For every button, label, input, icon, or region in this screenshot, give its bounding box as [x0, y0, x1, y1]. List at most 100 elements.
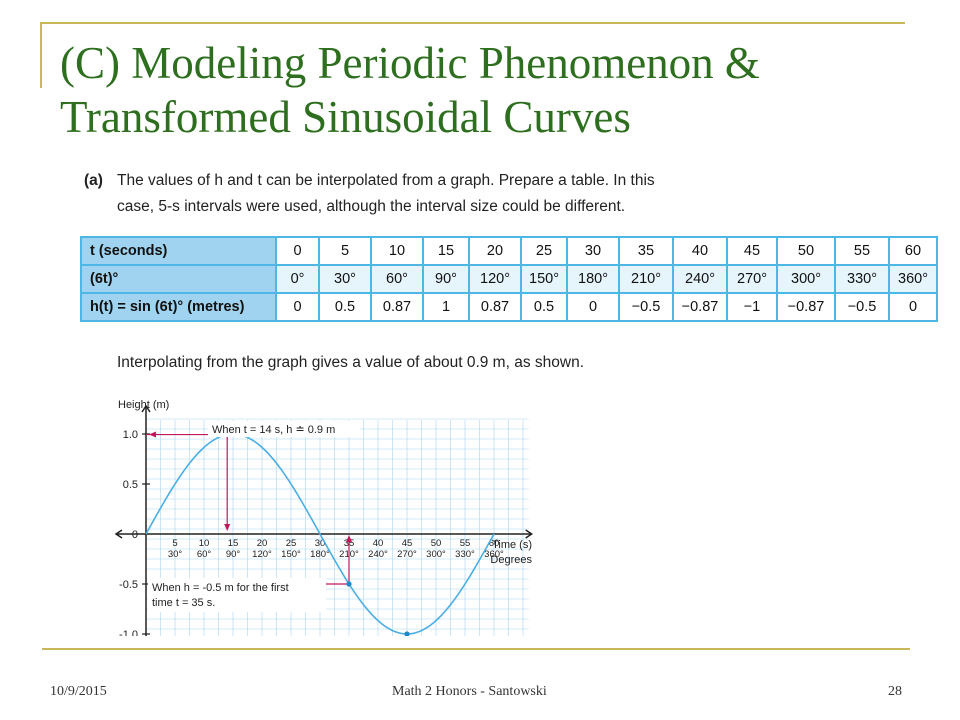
footer-course: Math 2 Honors - Santowski [392, 684, 547, 699]
interpolation-text: Interpolating from the graph gives a val… [117, 354, 584, 371]
marker-arrow-left [149, 431, 156, 438]
x-degree-tick-label: 120° [252, 549, 272, 560]
table-cell: 60 [888, 236, 938, 266]
x-time-tick-label: 25 [286, 538, 297, 549]
x-axis-arrow [525, 529, 534, 539]
part-a-line2: case, 5-s intervals were used, although … [117, 198, 626, 215]
table-row-header: h(t) = sin (6t)° (metres) [80, 292, 277, 322]
table-cell: 5 [318, 236, 372, 266]
y-tick-label: -1.0 [119, 629, 138, 636]
footer-date: 10/9/2015 [50, 684, 107, 699]
part-a-line1: The values of h and t can be interpolate… [117, 172, 655, 189]
marker-arrow-down [224, 524, 231, 531]
x-degree-tick-label: 90° [226, 549, 241, 560]
x-degree-tick-label: 150° [281, 549, 301, 560]
x-time-tick-label: 40 [373, 538, 384, 549]
x-time-tick-label: 5 [172, 538, 177, 549]
table-cell: 90° [422, 264, 470, 294]
title-frame-left [40, 22, 42, 88]
table-cell: 0.5 [520, 292, 568, 322]
x-time-tick-label: 45 [402, 538, 413, 549]
table-row: h(t) = sin (6t)° (metres) 0 0.5 0.87 1 0.87 0.… [80, 292, 938, 322]
table-row: (6t)° 0° 30° 60° 90° 120° 150° 180° 210° 240° 270°… [80, 264, 938, 294]
table-cell: 40 [672, 236, 728, 266]
y-tick-label: 0 [132, 529, 138, 541]
table-cell: −1 [726, 292, 778, 322]
table-cell: 60° [370, 264, 424, 294]
table-row: t (seconds) 0 5 10 15 20 25 30 35 40 45 50 55 60 [80, 236, 938, 266]
x-axis-time-label: Time (s) [492, 539, 532, 551]
table-cell: 300° [776, 264, 836, 294]
values-table: t (seconds) 0 5 10 15 20 25 30 35 40 45 50 55 60 (6t)°… [80, 236, 938, 322]
table-cell: −0.5 [834, 292, 890, 322]
y-axis-arrow [141, 404, 151, 413]
x-degree-tick-label: 360° [484, 549, 504, 560]
table-cell: 180° [566, 264, 620, 294]
point-t45 [404, 631, 410, 636]
y-axis-label: Height (m) [118, 399, 169, 411]
table-cell: 10 [370, 236, 424, 266]
x-degree-tick-label: 240° [368, 549, 388, 560]
point-t35 [346, 581, 352, 587]
table-cell: 0 [888, 292, 938, 322]
x-degree-tick-label: 180° [310, 549, 330, 560]
table-cell: 50 [776, 236, 836, 266]
table-cell: 360° [888, 264, 938, 294]
x-time-tick-label: 30 [315, 538, 326, 549]
x-degree-tick-label: 300° [426, 549, 446, 560]
table-row-header: t (seconds) [80, 236, 277, 266]
table-cell: 240° [672, 264, 728, 294]
footer-page-number: 28 [888, 684, 902, 699]
table-cell: −0.87 [776, 292, 836, 322]
x-axis-degrees-label: Degrees [490, 554, 532, 566]
table-cell: 0.5 [318, 292, 372, 322]
table-cell: −0.87 [672, 292, 728, 322]
table-cell: −0.5 [618, 292, 674, 322]
table-cell: 30 [566, 236, 620, 266]
table-cell: 1 [422, 292, 470, 322]
table-cell: 120° [468, 264, 522, 294]
x-degree-tick-label: 330° [455, 549, 475, 560]
y-tick-label: -0.5 [119, 579, 138, 591]
x-degree-tick-label: 270° [397, 549, 417, 560]
x-degree-tick-label: 30° [168, 549, 183, 560]
table-cell: 55 [834, 236, 890, 266]
x-time-tick-label: 10 [199, 538, 210, 549]
x-time-tick-label: 20 [257, 538, 268, 549]
slide-title: (C) Modeling Periodic Phenomenon & Trans… [60, 38, 760, 142]
x-time-tick-label: 55 [460, 538, 471, 549]
sine-curve [145, 433, 495, 635]
table-cell: 20 [468, 236, 522, 266]
annotation-35s-line2: time t = 35 s. [152, 597, 215, 609]
x-axis-arrow-left [114, 529, 123, 539]
table-cell: 0 [275, 292, 320, 322]
marker-arrow-up [346, 535, 352, 542]
x-time-tick-label: 60 [489, 538, 500, 549]
table-cell: 0 [566, 292, 620, 322]
annotation1-bg [208, 421, 360, 437]
y-tick-label: 0.5 [123, 479, 138, 491]
graph-axes [114, 404, 534, 636]
table-cell: 270° [726, 264, 778, 294]
table-cell: 0° [275, 264, 320, 294]
table-cell: 0.87 [370, 292, 424, 322]
y-tick-label: 1.0 [123, 429, 138, 441]
x-degree-tick-label: 60° [197, 549, 212, 560]
table-row-header: (6t)° [80, 264, 277, 294]
table-cell: 35 [618, 236, 674, 266]
footer-divider [42, 648, 910, 650]
part-a-label: (a) [84, 172, 103, 189]
sine-graph: Height (m) Time (s) Degrees 1.0 0.5 0 -0.5 -… [112, 388, 534, 636]
annotation-14s: When t = 14 s, h ≐ 0.9 m [212, 424, 335, 436]
table-cell: 25 [520, 236, 568, 266]
table-cell: 330° [834, 264, 890, 294]
table-cell: 15 [422, 236, 470, 266]
x-time-tick-label: 15 [228, 538, 239, 549]
table-cell: 210° [618, 264, 674, 294]
x-time-tick-label: 50 [431, 538, 442, 549]
table-cell: 45 [726, 236, 778, 266]
annotation2-bg [148, 578, 326, 612]
annotation-35s-line1: When h = -0.5 m for the first [152, 582, 289, 594]
title-frame-top [40, 22, 905, 24]
table-cell: 150° [520, 264, 568, 294]
